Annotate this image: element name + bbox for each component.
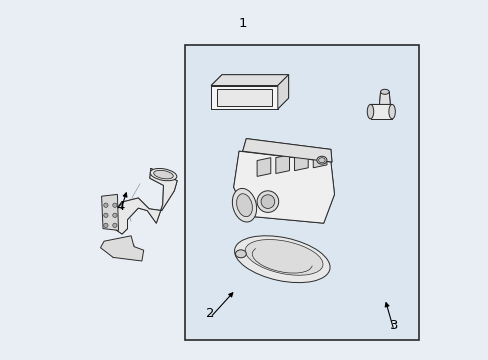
Ellipse shape: [236, 194, 252, 217]
Circle shape: [113, 203, 117, 207]
Polygon shape: [313, 149, 326, 168]
Polygon shape: [294, 152, 307, 171]
Ellipse shape: [366, 104, 373, 119]
Polygon shape: [257, 158, 270, 176]
Bar: [185, 45, 418, 340]
Polygon shape: [111, 168, 177, 234]
Circle shape: [113, 223, 117, 228]
Polygon shape: [211, 85, 277, 109]
Polygon shape: [233, 151, 334, 223]
Text: 3: 3: [389, 319, 397, 332]
Polygon shape: [211, 75, 288, 85]
Ellipse shape: [232, 188, 256, 222]
Ellipse shape: [380, 89, 388, 94]
Ellipse shape: [388, 104, 394, 119]
Text: 4: 4: [116, 201, 124, 213]
Ellipse shape: [234, 236, 329, 283]
Circle shape: [113, 213, 117, 217]
Circle shape: [103, 213, 108, 217]
Text: 2: 2: [205, 307, 214, 320]
Polygon shape: [101, 236, 143, 261]
Polygon shape: [242, 139, 331, 162]
Ellipse shape: [150, 168, 177, 181]
Polygon shape: [275, 155, 289, 174]
Ellipse shape: [153, 170, 173, 179]
Ellipse shape: [261, 195, 274, 208]
Ellipse shape: [257, 191, 278, 212]
Polygon shape: [277, 75, 288, 109]
Polygon shape: [102, 194, 118, 230]
Ellipse shape: [235, 250, 246, 258]
Polygon shape: [370, 104, 391, 119]
Polygon shape: [216, 89, 272, 106]
Circle shape: [103, 223, 108, 228]
Ellipse shape: [318, 158, 325, 163]
Ellipse shape: [316, 156, 326, 164]
Polygon shape: [379, 92, 389, 104]
Circle shape: [103, 203, 108, 207]
Ellipse shape: [244, 239, 322, 275]
Text: 1: 1: [238, 17, 246, 30]
